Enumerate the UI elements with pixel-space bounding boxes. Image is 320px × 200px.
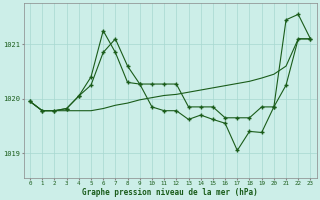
- X-axis label: Graphe pression niveau de la mer (hPa): Graphe pression niveau de la mer (hPa): [82, 188, 258, 197]
